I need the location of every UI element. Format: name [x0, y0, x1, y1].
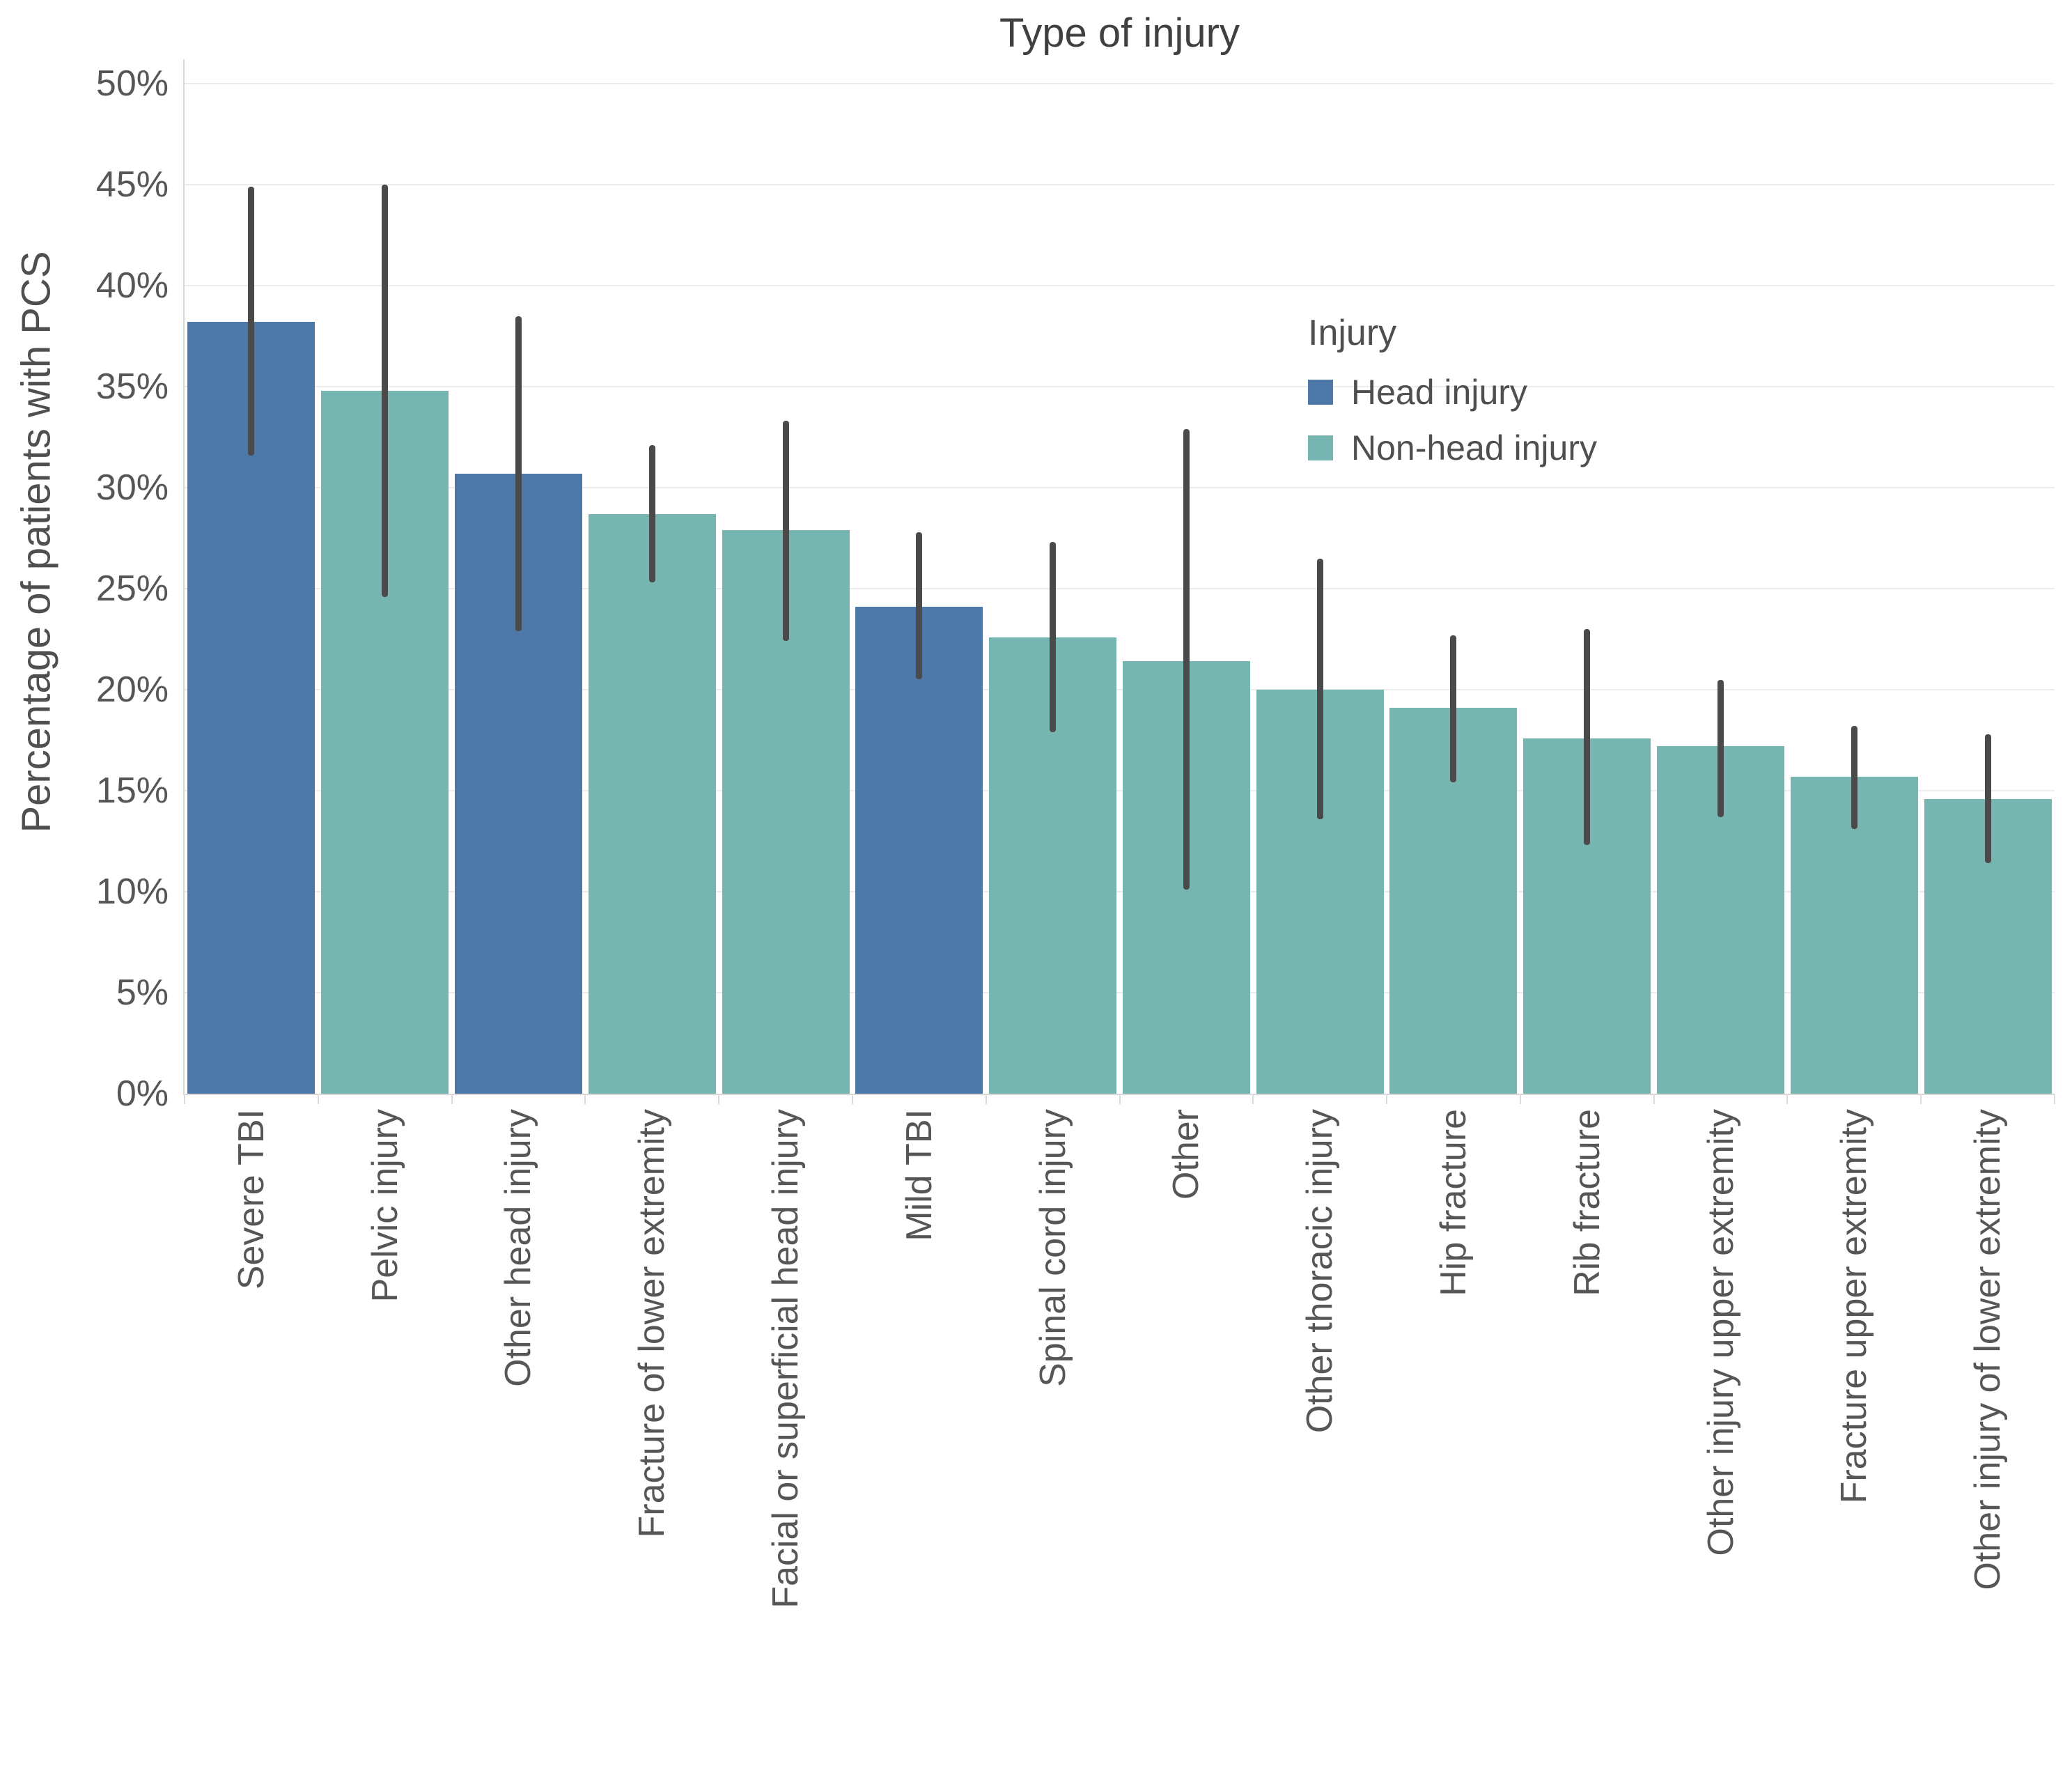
- x-tick-label: Other: [1166, 1109, 1207, 1200]
- gridline: [185, 285, 2055, 286]
- error-bar: [515, 316, 522, 631]
- error-bar: [1851, 726, 1857, 830]
- x-tick-label: Pelvic injury: [364, 1109, 405, 1303]
- x-tick-label: Hip fracture: [1433, 1109, 1474, 1296]
- category-tick: [1786, 1094, 1789, 1104]
- gridline: [185, 83, 2055, 84]
- y-tick-label: 30%: [95, 467, 169, 508]
- category-tick: [1119, 1094, 1121, 1104]
- error-bar: [648, 445, 655, 583]
- x-tick-label: Severe TBI: [231, 1109, 272, 1290]
- y-axis-line: [183, 59, 185, 1095]
- error-bar: [248, 186, 255, 456]
- category-tick: [1519, 1094, 1521, 1104]
- x-tick-label: Fracture upper extremity: [1834, 1109, 1875, 1504]
- error-bar: [382, 185, 389, 597]
- x-tick-label: Spinal cord injury: [1032, 1109, 1073, 1387]
- x-tick-label: Facial or superficial head injury: [765, 1109, 807, 1609]
- y-axis-title: Percentage of patients with PCS: [13, 251, 59, 833]
- y-tick-label: 45%: [95, 164, 169, 205]
- category-tick: [184, 1094, 185, 1104]
- legend-item-label: Non-head injury: [1351, 428, 1597, 467]
- category-tick: [584, 1094, 586, 1104]
- y-tick-label: 20%: [95, 669, 169, 710]
- legend-item: Head injury: [1308, 372, 1597, 412]
- y-tick-label: 15%: [95, 770, 169, 811]
- legend-title: Injury: [1308, 313, 1397, 353]
- category-tick: [718, 1094, 720, 1104]
- legend-item-label: Head injury: [1351, 373, 1527, 412]
- error-bar: [1584, 629, 1591, 846]
- bar-mild-tbi: [855, 607, 983, 1094]
- legend-item: Non-head injury: [1308, 428, 1597, 468]
- y-tick-label: 35%: [95, 366, 169, 407]
- category-tick: [1252, 1094, 1254, 1104]
- x-tick-label: Other injury upper extremity: [1700, 1109, 1741, 1556]
- category-tick: [1920, 1094, 1922, 1104]
- error-bar: [916, 532, 923, 680]
- legend-swatch-icon: [1308, 435, 1333, 460]
- gridline: [185, 487, 2055, 488]
- error-bar: [1450, 635, 1457, 783]
- error-bar: [782, 421, 789, 642]
- chart-title: Type of injury: [999, 10, 1240, 56]
- y-tick-label: 0%: [116, 1073, 169, 1114]
- y-tick-label: 5%: [116, 972, 169, 1013]
- legend-items: Head injury Non-head injury: [1308, 372, 1597, 468]
- x-tick-label: Mild TBI: [898, 1109, 940, 1241]
- category-tick: [851, 1094, 853, 1104]
- y-tick-label: 10%: [95, 871, 169, 912]
- gridline: [185, 689, 2055, 690]
- x-tick-label: Other injury of lower extremity: [1968, 1109, 2009, 1590]
- category-tick: [317, 1094, 319, 1104]
- y-tick-label: 25%: [95, 568, 169, 609]
- y-tick-label: 50%: [95, 63, 169, 104]
- category-tick: [451, 1094, 453, 1104]
- category-tick: [1653, 1094, 1655, 1104]
- gridline: [185, 588, 2055, 589]
- x-tick-label: Other head injury: [498, 1109, 539, 1387]
- gridline: [185, 184, 2055, 185]
- bar-fracture-upper-extremity: [1790, 776, 1918, 1094]
- gridline: [185, 992, 2055, 993]
- error-bar: [1316, 558, 1323, 819]
- error-bar: [1183, 428, 1190, 890]
- x-tick-label: Rib fracture: [1566, 1109, 1607, 1296]
- legend: Injury Head injury Non-head injury: [1308, 312, 1597, 483]
- gridline: [185, 386, 2055, 387]
- legend-swatch-icon: [1308, 380, 1333, 405]
- error-bar: [1717, 679, 1724, 817]
- category-tick: [1386, 1094, 1388, 1104]
- category-tick: [985, 1094, 987, 1104]
- gridline: [185, 790, 2055, 791]
- x-tick-label: Fracture of lower extremity: [632, 1109, 673, 1538]
- error-bar: [1050, 542, 1057, 732]
- category-tick: [2054, 1094, 2055, 1104]
- y-tick-label: 40%: [95, 265, 169, 306]
- gridline: [185, 891, 2055, 892]
- x-tick-label: Other thoracic injury: [1300, 1109, 1341, 1434]
- bar-fracture-of-lower-extremity: [588, 513, 716, 1094]
- error-bar: [1984, 734, 1991, 864]
